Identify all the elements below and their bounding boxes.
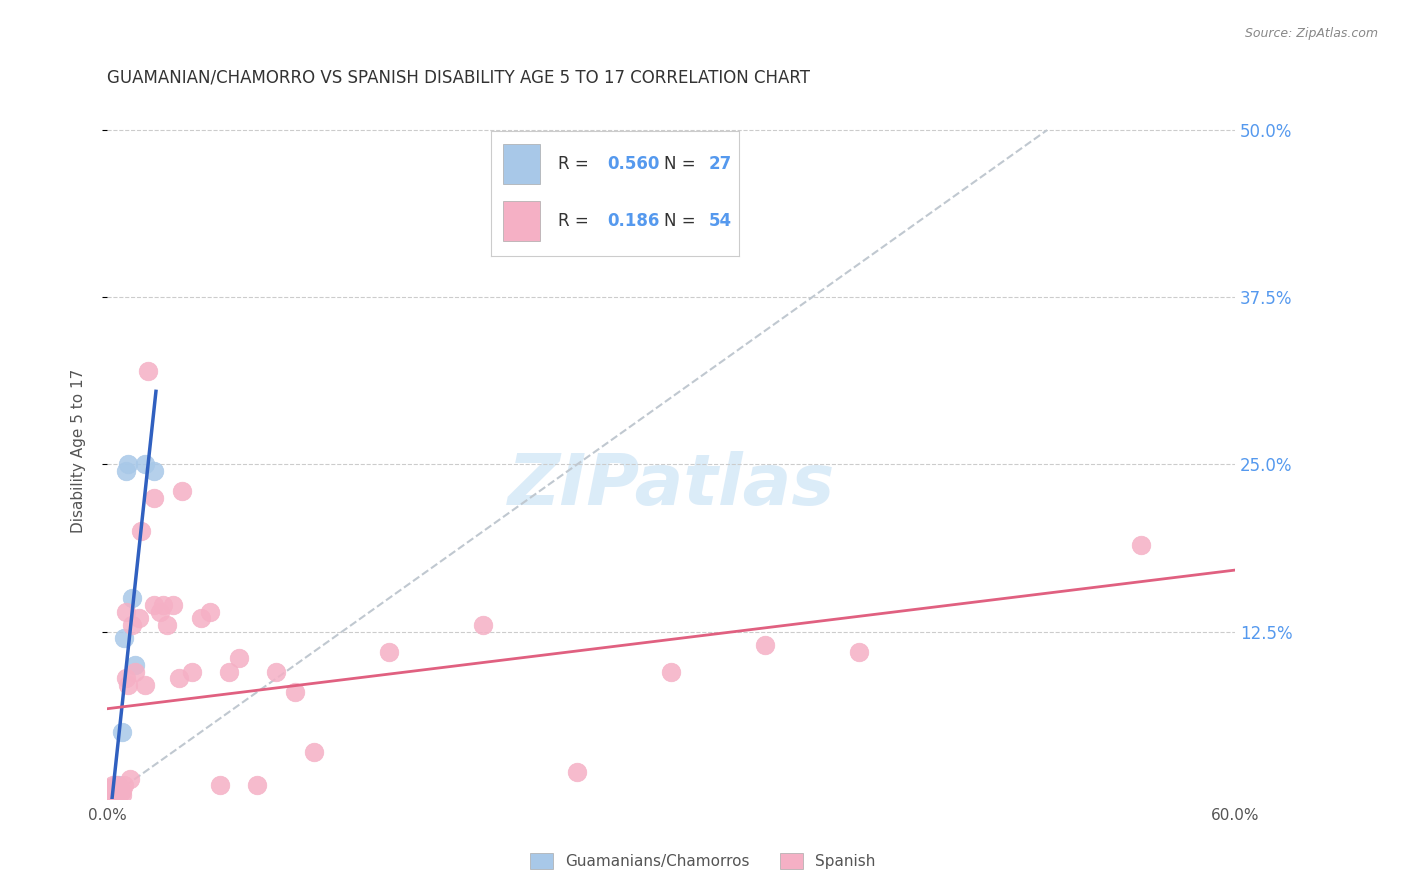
Point (117, 458, 139, 472)
Point (115, 672, 138, 686)
Point (107, 778, 129, 792)
Point (134, 458, 156, 472)
Point (138, 364, 160, 378)
Point (111, 788, 134, 802)
Point (111, 783, 134, 797)
Point (110, 782, 132, 797)
Point (121, 618, 143, 632)
Text: ZIPatlas: ZIPatlas (508, 451, 835, 520)
Point (101, 780, 124, 795)
Point (228, 651, 250, 665)
Point (143, 491, 166, 505)
Point (107, 783, 129, 797)
Point (1130, 538, 1153, 552)
Point (97, 780, 120, 795)
Point (97, 788, 120, 802)
Point (105, 778, 128, 792)
Point (115, 464, 138, 478)
Point (848, 645, 870, 659)
Point (105, 789, 128, 803)
Text: Source: ZipAtlas.com: Source: ZipAtlas.com (1244, 27, 1378, 40)
Point (143, 464, 166, 478)
Point (180, 665, 202, 679)
Point (110, 786, 132, 800)
Point (162, 598, 184, 612)
Point (101, 786, 124, 800)
Text: GUAMANIAN/CHAMORRO VS SPANISH DISABILITY AGE 5 TO 17 CORRELATION CHART: GUAMANIAN/CHAMORRO VS SPANISH DISABILITY… (107, 69, 810, 87)
Point (104, 788, 127, 802)
Point (104, 782, 127, 797)
Point (156, 618, 179, 632)
Point (100, 783, 122, 797)
Point (302, 745, 325, 759)
Point (111, 725, 134, 739)
Point (124, 658, 146, 673)
Point (149, 605, 172, 619)
Point (107, 782, 129, 797)
Point (100, 789, 122, 803)
Point (128, 611, 150, 625)
Point (115, 605, 138, 619)
Point (143, 598, 166, 612)
Point (110, 780, 132, 795)
Point (105, 788, 128, 802)
Point (208, 778, 231, 792)
Point (117, 678, 139, 692)
Point (190, 611, 212, 625)
Point (246, 778, 269, 792)
Point (118, 772, 141, 786)
Point (264, 665, 287, 679)
Point (107, 788, 129, 802)
Point (112, 632, 135, 646)
Point (218, 665, 240, 679)
Point (101, 778, 124, 792)
Point (104, 780, 127, 794)
Y-axis label: Disability Age 5 to 17: Disability Age 5 to 17 (72, 369, 86, 533)
Point (100, 789, 122, 803)
Point (107, 788, 129, 802)
Point (121, 591, 143, 606)
Point (101, 782, 124, 797)
Point (124, 665, 146, 679)
Point (112, 778, 135, 792)
Point (167, 672, 190, 686)
Point (104, 788, 127, 802)
Point (100, 782, 122, 797)
Point (97, 788, 120, 802)
Point (104, 783, 127, 797)
Point (105, 780, 128, 794)
Point (110, 786, 132, 800)
Point (134, 678, 156, 692)
Point (172, 484, 194, 499)
Point (129, 524, 152, 539)
Point (378, 645, 401, 659)
Point (100, 786, 122, 800)
Point (97, 783, 120, 797)
Point (152, 598, 174, 612)
Point (101, 788, 124, 802)
Point (565, 764, 588, 779)
Point (105, 783, 128, 797)
Point (105, 785, 128, 799)
Point (101, 785, 124, 799)
Point (659, 665, 682, 679)
Legend: Guamanians/Chamorros, Spanish: Guamanians/Chamorros, Spanish (524, 847, 882, 875)
Point (754, 638, 776, 652)
Point (200, 605, 222, 619)
Point (284, 685, 307, 699)
Point (472, 618, 495, 632)
